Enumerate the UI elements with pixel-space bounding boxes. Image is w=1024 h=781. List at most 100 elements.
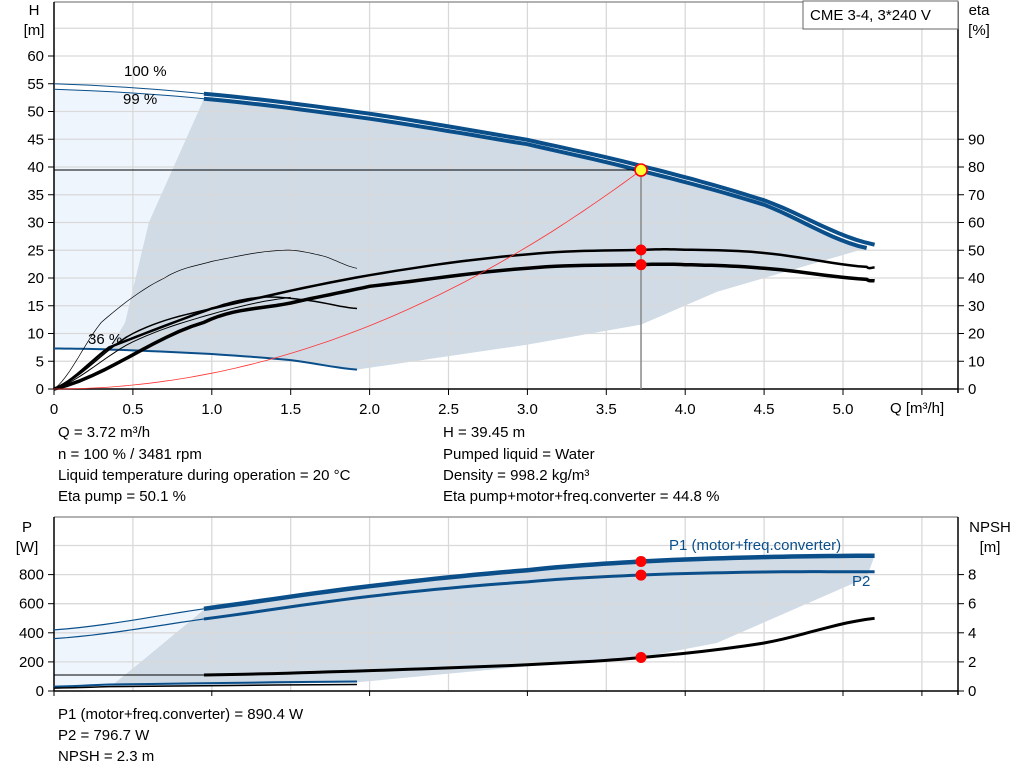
system-curve — [54, 172, 639, 390]
legend-text: CME 3-4, 3*240 V — [810, 7, 931, 24]
right-tick-label: 0 — [968, 381, 976, 398]
left-tick-label: 400 — [19, 625, 44, 642]
x-tick-label: 0 — [50, 401, 58, 418]
label-99-percent: 99 % — [123, 91, 157, 108]
p-axis-title: P — [22, 519, 32, 536]
curve-eta-2 — [53, 262, 875, 391]
info-p1: P1 (motor+freq.converter) = 890.4 W — [58, 706, 304, 723]
right-tick-label: 90 — [968, 131, 985, 148]
eta-total-point — [635, 259, 647, 271]
head-efficiency-chart: 0 5 10 15 20 25 30 35 40 45 50 55 60 0 10 20 30 40 50 60 70 8… — [27, 1, 985, 418]
h-axis-title: H — [29, 2, 40, 19]
info-h: H = 39.45 m — [443, 424, 526, 441]
p-axis-unit: [W] — [16, 539, 39, 556]
info-q: Q = 3.72 m³/h — [58, 424, 151, 441]
info-density: Density = 998.2 kg/m³ — [443, 467, 590, 484]
label-p2: P2 — [852, 573, 870, 590]
left-tick-label: 0 — [36, 381, 44, 398]
operating-point — [634, 163, 648, 177]
left-tick-label: 0 — [36, 683, 44, 700]
curve-h-36 — [54, 347, 358, 371]
extended-area-shade — [54, 608, 204, 688]
curve-h-99-thin — [53, 88, 204, 100]
right-tick-label: 80 — [968, 159, 985, 176]
extended-area-shade — [54, 89, 204, 350]
curve-p2-thin — [53, 618, 204, 640]
eta-axis-title: eta — [969, 2, 991, 19]
curve-p1-min — [53, 680, 358, 688]
left-tick-label: 55 — [27, 76, 44, 93]
power-npsh-chart: 0 200 400 600 800 0 2 4 6 8 — [19, 516, 976, 700]
left-tick-label: 10 — [27, 326, 44, 343]
left-tick-label: 5 — [36, 353, 44, 370]
eta-pump-point — [635, 244, 647, 256]
operating-area-shade — [109, 555, 875, 688]
npsh-curve — [203, 616, 875, 677]
curve-p1 — [203, 553, 875, 612]
left-tick-label: 35 — [27, 187, 44, 204]
x-tick-label: 3.0 — [517, 401, 538, 418]
npsh-point — [635, 652, 647, 664]
npsh-axis-unit: [m] — [980, 539, 1001, 556]
left-tick-label: 25 — [27, 242, 44, 259]
left-tick-label: 40 — [27, 159, 44, 176]
h-axis-unit: [m] — [24, 22, 45, 39]
info-eta-total: Eta pump+motor+freq.converter = 44.8 % — [443, 488, 720, 505]
left-tick-label: 200 — [19, 654, 44, 671]
q-axis-title: Q [m³/h] — [890, 400, 944, 417]
curve-eta-1 — [53, 248, 875, 391]
x-tick-label: 1.0 — [201, 401, 222, 418]
right-tick-label: 60 — [968, 215, 985, 232]
left-tick-label: 600 — [19, 596, 44, 613]
left-tick-label: 45 — [27, 131, 44, 148]
curve-eta-4 — [53, 296, 358, 390]
left-tick-label: 60 — [27, 48, 44, 65]
left-tick-label: 20 — [27, 270, 44, 287]
x-tick-label: 0.5 — [122, 401, 143, 418]
x-tick-label: 5.0 — [833, 401, 854, 418]
x-tick-label: 1.5 — [280, 401, 301, 418]
left-tick-label: 800 — [19, 567, 44, 584]
x-tick-label: 2.0 — [359, 401, 380, 418]
right-tick-label: 4 — [968, 625, 976, 642]
curve-h-100 — [203, 91, 876, 247]
curve-p2 — [203, 570, 875, 621]
left-tick-label: 30 — [27, 215, 44, 232]
p1-point — [635, 555, 647, 567]
x-tick-label: 3.5 — [596, 401, 617, 418]
legend-box: CME 3-4, 3*240 V — [802, 0, 959, 30]
right-tick-label: 6 — [968, 596, 976, 613]
right-tick-label: 70 — [968, 187, 985, 204]
right-tick-label: 30 — [968, 298, 985, 315]
info-temperature: Liquid temperature during operation = 20… — [58, 467, 351, 484]
right-tick-label: 40 — [968, 270, 985, 287]
info-npsh: NPSH = 2.3 m — [58, 748, 155, 765]
curve-h-99 — [203, 96, 868, 250]
x-tick-label: 4.5 — [754, 401, 775, 418]
curve-p2-min — [53, 683, 358, 689]
npsh-axis-title: NPSH — [969, 519, 1011, 536]
eta-axis-unit: [%] — [968, 22, 990, 39]
info-p2: P2 = 796.7 W — [58, 727, 150, 744]
p2-point — [635, 569, 647, 581]
left-tick-label: 50 — [27, 104, 44, 121]
curve-h-100-thin — [53, 83, 204, 95]
right-tick-label: 2 — [968, 654, 976, 671]
curve-eta-3 — [53, 249, 358, 390]
right-tick-label: 8 — [968, 567, 976, 584]
label-100-percent: 100 % — [124, 63, 167, 80]
info-liquid: Pumped liquid = Water — [443, 446, 595, 463]
curve-eta-5 — [53, 296, 291, 390]
curve-p1-thin — [53, 608, 204, 631]
right-tick-label: 0 — [968, 683, 976, 700]
right-tick-label: 20 — [968, 326, 985, 343]
x-tick-label: 4.0 — [675, 401, 696, 418]
info-speed: n = 100 % / 3481 rpm — [58, 446, 202, 463]
x-tick-label: 2.5 — [438, 401, 459, 418]
label-36-percent: 36 % — [88, 331, 122, 348]
label-p1: P1 (motor+freq.converter) — [669, 537, 841, 554]
info-eta-pump: Eta pump = 50.1 % — [58, 488, 186, 505]
right-tick-label: 50 — [968, 242, 985, 259]
right-tick-label: 10 — [968, 353, 985, 370]
